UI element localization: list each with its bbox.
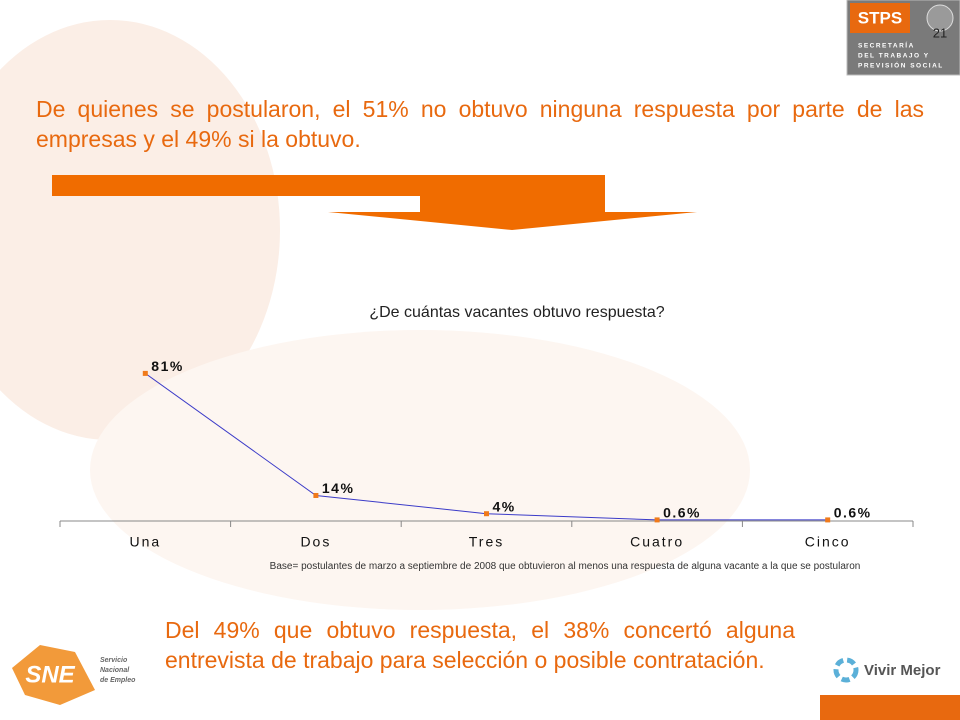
data-marker <box>654 517 660 523</box>
sne-logo-text: de Empleo <box>100 677 136 684</box>
sne-logo-shape <box>12 645 95 705</box>
background-swirl <box>90 330 750 610</box>
sne-logo-text: Nacional <box>100 667 130 674</box>
agency-name: SECRETARÍA <box>858 41 915 50</box>
arrow-banner <box>52 175 697 230</box>
x-tick-label: Una <box>129 534 161 550</box>
data-label: 81% <box>151 358 184 374</box>
data-marker <box>825 517 831 523</box>
seal <box>926 4 954 32</box>
chart-title: ¿De cuántas vacantes obtuvo respuesta? <box>369 304 664 321</box>
agency-name: PREVISIÓN SOCIAL <box>858 61 944 70</box>
data-label: 0.6% <box>663 505 701 521</box>
headline: De quienes se postularon, el 51% no obtu… <box>36 96 924 152</box>
x-tick-label: Dos <box>300 534 331 550</box>
agency-logo: STPS <box>858 8 902 27</box>
data-label: 0.6% <box>834 505 872 521</box>
data-marker <box>313 492 319 498</box>
x-tick-label: Cuatro <box>630 534 684 550</box>
body-text: Del 49% que obtuvo respuesta, el 38% con… <box>165 617 795 673</box>
vivir-mejor-logo: Vivir Mejor <box>864 662 941 679</box>
x-tick-label: Cinco <box>805 534 851 550</box>
vivir-mejor-icon <box>833 657 859 683</box>
agency-logo-badge <box>850 3 910 33</box>
chart-note: Base= postulantes de marzo a septiembre … <box>269 561 861 572</box>
page-number: 21 <box>933 25 947 40</box>
data-label: 4% <box>493 498 516 514</box>
data-label: 14% <box>322 480 355 496</box>
background-swirl <box>0 20 280 440</box>
sne-logo-text: Servicio <box>100 657 128 664</box>
sne-logo: SNE <box>25 661 75 688</box>
data-marker <box>142 370 148 376</box>
x-tick-label: Tres <box>469 534 504 550</box>
footer-bar <box>820 695 960 720</box>
data-marker <box>484 511 489 517</box>
agency-name: DEL TRABAJO Y <box>858 53 930 60</box>
